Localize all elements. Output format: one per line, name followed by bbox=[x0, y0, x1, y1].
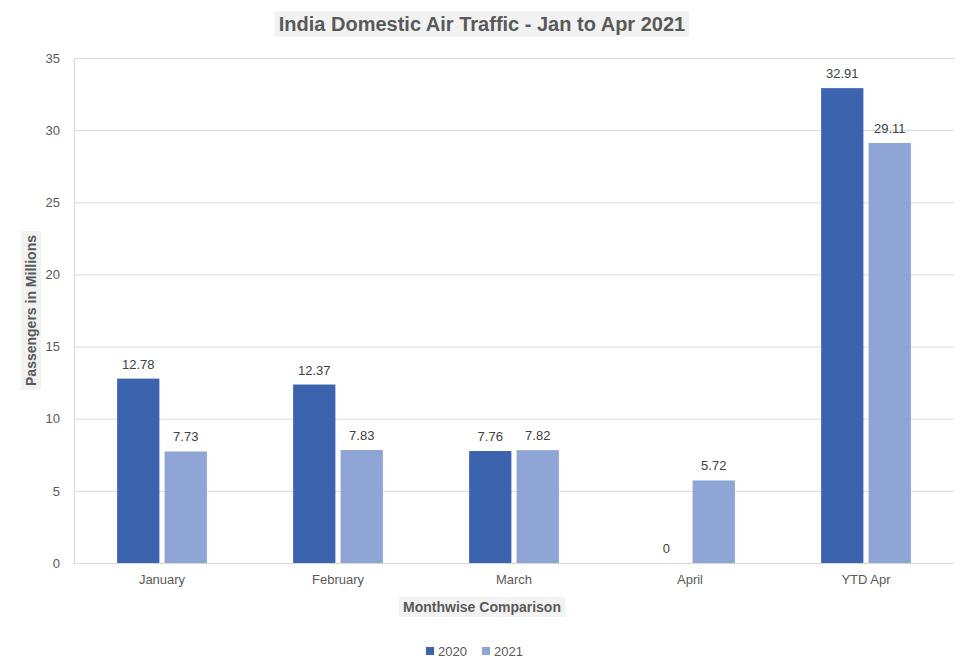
y-tick: 35 bbox=[46, 51, 954, 66]
data-label: 7.76 bbox=[478, 429, 503, 444]
y-axis: 0 5 10 15 20 25 30 35 bbox=[46, 51, 954, 571]
y-tick-label: 30 bbox=[46, 123, 60, 138]
y-tick: 10 bbox=[46, 411, 954, 426]
y-tick-label: 10 bbox=[46, 411, 60, 426]
title-background bbox=[275, 11, 689, 37]
y-tick-label: 15 bbox=[46, 339, 60, 354]
bar bbox=[869, 143, 911, 563]
legend-swatch bbox=[482, 647, 490, 655]
x-tick-label: April bbox=[677, 572, 703, 587]
x-tick: April bbox=[677, 563, 703, 587]
data-label: 12.37 bbox=[298, 363, 331, 378]
legend-swatch bbox=[426, 647, 434, 655]
data-label: 0 bbox=[663, 541, 670, 556]
bar bbox=[469, 451, 511, 563]
x-tick: March bbox=[496, 563, 532, 587]
x-tick-label: YTD Apr bbox=[841, 572, 891, 587]
y-tick: 25 bbox=[46, 195, 954, 210]
y-tick: 30 bbox=[46, 123, 954, 138]
legend-label: 2021 bbox=[494, 644, 523, 659]
data-label: 29.11 bbox=[874, 121, 906, 136]
bar bbox=[821, 88, 863, 563]
bar bbox=[341, 450, 383, 563]
bar bbox=[165, 451, 207, 563]
x-tick: February bbox=[312, 563, 365, 587]
x-tick-label: February bbox=[312, 572, 365, 587]
y-axis-title-background bbox=[21, 231, 41, 390]
data-labels: 12.78 12.37 7.76 0 32.91 7.73 7.83 7.82 5.72 29.1… bbox=[122, 66, 906, 556]
x-axis-line bbox=[75, 563, 955, 564]
legend-label: 2020 bbox=[438, 644, 467, 659]
y-axis-title-group: Passengers in Millions bbox=[21, 231, 41, 390]
x-tick: January bbox=[139, 563, 186, 587]
data-label: 7.73 bbox=[173, 429, 198, 444]
chart: 0 5 10 15 20 25 30 35 January February March April Y… bbox=[0, 0, 964, 667]
y-axis-title: Passengers in Millions bbox=[23, 235, 39, 386]
data-label: 7.83 bbox=[349, 428, 374, 443]
x-axis-title-background bbox=[399, 597, 565, 617]
grid-line bbox=[74, 563, 954, 564]
title: India Domestic Air Traffic - Jan to Apr … bbox=[279, 13, 685, 35]
y-tick-label: 20 bbox=[46, 267, 60, 282]
bar bbox=[293, 385, 335, 563]
y-tick-label: 25 bbox=[46, 195, 60, 210]
y-tick: 20 bbox=[46, 267, 954, 282]
bar bbox=[117, 379, 159, 563]
x-tick: YTD Apr bbox=[841, 563, 891, 587]
y-tick-label: 0 bbox=[53, 556, 60, 571]
x-axis-title-group: Monthwise Comparison bbox=[399, 597, 565, 617]
data-label: 12.78 bbox=[122, 357, 155, 372]
x-axis: January February March April YTD Apr bbox=[75, 563, 955, 587]
data-label: 5.72 bbox=[701, 458, 726, 473]
legend: 2020 2021 bbox=[426, 644, 523, 659]
y-tick-label: 35 bbox=[46, 51, 60, 66]
y-tick-label: 5 bbox=[53, 484, 60, 499]
grid-line bbox=[74, 58, 954, 59]
y-axis-line bbox=[74, 59, 75, 564]
bar bbox=[693, 480, 735, 563]
bar bbox=[645, 563, 687, 564]
bar bbox=[517, 450, 559, 563]
x-axis-title: Monthwise Comparison bbox=[403, 599, 561, 615]
x-tick-label: January bbox=[139, 572, 186, 587]
x-tick-label: March bbox=[496, 572, 532, 587]
y-tick: 15 bbox=[46, 339, 954, 354]
bars bbox=[117, 88, 911, 563]
data-label: 7.82 bbox=[525, 428, 550, 443]
title-group: India Domestic Air Traffic - Jan to Apr … bbox=[275, 11, 689, 37]
data-label: 32.91 bbox=[826, 66, 859, 81]
